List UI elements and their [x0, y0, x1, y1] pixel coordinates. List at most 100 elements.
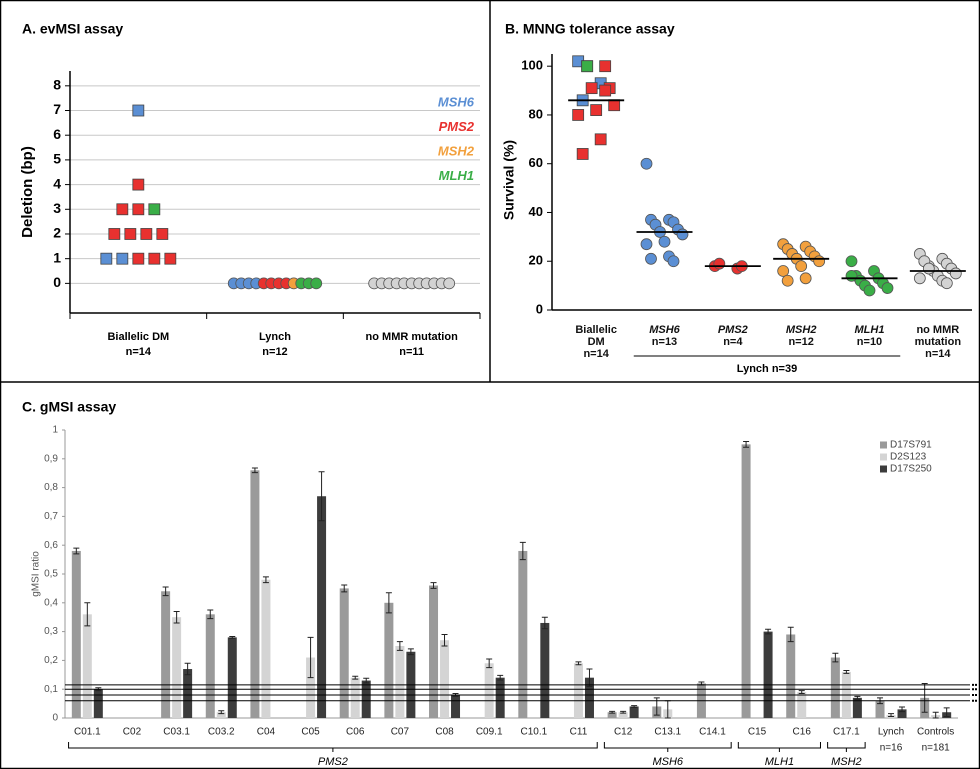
bar — [161, 591, 171, 718]
data-point — [132, 104, 145, 117]
data-point — [116, 252, 129, 265]
data-point — [164, 252, 177, 265]
bar — [875, 700, 885, 718]
error-bar — [396, 641, 403, 651]
x-tick-label: Lynch — [259, 331, 291, 343]
category-note: n=14 — [925, 348, 951, 360]
error-bar — [486, 658, 493, 669]
category-note: n=14 — [126, 346, 152, 358]
error-bar — [229, 635, 236, 639]
data-point — [140, 228, 153, 240]
bar — [227, 637, 237, 718]
data-point — [124, 228, 137, 240]
group-bracket — [827, 742, 866, 752]
legend-label: D2S123 — [890, 452, 927, 463]
group-label: MSH6 — [652, 756, 683, 768]
y-tick-label: 5 — [53, 151, 61, 167]
bar — [395, 646, 405, 718]
y-tick-label: 0 — [52, 713, 58, 724]
bar — [495, 677, 505, 718]
legend-swatch — [880, 465, 887, 473]
data-point — [713, 257, 726, 270]
x-tick-label: PMS2 — [717, 324, 748, 336]
x-tick-label: C08 — [435, 727, 454, 738]
chart-title: B. MNNG tolerance assay — [505, 21, 675, 37]
data-point — [845, 255, 858, 268]
x-tick-label: no MMR mutation — [914, 324, 962, 348]
y-tick-label: 60 — [529, 155, 543, 170]
y-tick-label: 0,4 — [44, 597, 58, 608]
x-tick-label: C03.2 — [208, 727, 235, 738]
data-point — [572, 109, 585, 121]
x-tick-label: C03.1 — [163, 727, 190, 738]
category-label-block: MSH6 n=13 — [635, 324, 695, 348]
error-bar — [251, 467, 258, 474]
data-point — [781, 274, 794, 287]
y-tick-label: 80 — [529, 106, 543, 121]
data-point — [777, 265, 790, 277]
category-note: n=14 — [583, 348, 609, 360]
bar — [573, 663, 583, 718]
x-tick-label: C05 — [301, 727, 320, 738]
category-note: n=4 — [723, 336, 743, 348]
error-bar — [921, 682, 928, 713]
x-tick-label: C15 — [748, 727, 767, 738]
error-bar — [84, 602, 91, 627]
bar — [484, 663, 494, 718]
bar — [361, 680, 371, 718]
bar — [618, 712, 628, 718]
data-point — [640, 238, 653, 251]
x-tick-label: C07 — [391, 727, 410, 738]
error-bar — [888, 713, 895, 718]
data-point — [922, 262, 935, 275]
x-tick-label: C01.1 — [74, 727, 101, 738]
error-bar — [631, 705, 638, 708]
data-point — [863, 284, 876, 297]
data-point — [100, 252, 113, 265]
x-tick-label: C14.1 — [699, 727, 726, 738]
chart-title: A. evMSI assay — [22, 21, 123, 37]
bar — [451, 694, 461, 718]
data-point — [608, 99, 621, 112]
bar — [830, 657, 840, 718]
y-tick-label: 2 — [53, 225, 61, 241]
category-note: n=12 — [788, 336, 814, 348]
data-point — [132, 252, 145, 265]
y-tick-label: 0 — [53, 274, 61, 290]
category-note: n=181 — [922, 743, 951, 754]
error-bar — [843, 669, 850, 674]
error-bar — [73, 547, 80, 555]
category-label-block: MLH1 n=10 — [840, 324, 900, 348]
category-label-block: Biallelic DM n=14 — [566, 324, 626, 360]
y-tick-label: 1 — [53, 249, 61, 265]
error-bar — [430, 582, 437, 589]
x-tick-label: MSH2 — [785, 324, 817, 336]
bar — [339, 588, 349, 718]
x-tick-label: C16 — [793, 727, 812, 738]
x-tick-label: C06 — [346, 727, 365, 738]
legend-label: MLH1 — [439, 168, 474, 183]
bar — [440, 640, 450, 718]
bar — [763, 631, 773, 718]
y-tick-label: 100 — [521, 58, 543, 73]
category-note: n=10 — [856, 336, 883, 348]
y-tick-label: 20 — [529, 253, 543, 268]
error-bar — [943, 707, 950, 718]
legend-label: MSH6 — [438, 94, 475, 109]
legend-label: PMS2 — [439, 119, 475, 134]
data-point — [913, 272, 926, 285]
error-bar — [352, 675, 359, 680]
bar — [317, 496, 327, 718]
group-label: Lynch n=39 — [737, 363, 797, 375]
data-point — [581, 60, 594, 73]
group-bracket — [68, 742, 598, 752]
bar — [540, 622, 550, 718]
bar — [852, 697, 862, 718]
category-note: n=11 — [399, 346, 424, 358]
data-point — [645, 252, 657, 265]
data-point — [949, 267, 962, 280]
y-tick-label: 8 — [53, 77, 61, 93]
data-point — [599, 84, 612, 97]
error-bar — [207, 609, 214, 620]
bar — [629, 706, 639, 718]
